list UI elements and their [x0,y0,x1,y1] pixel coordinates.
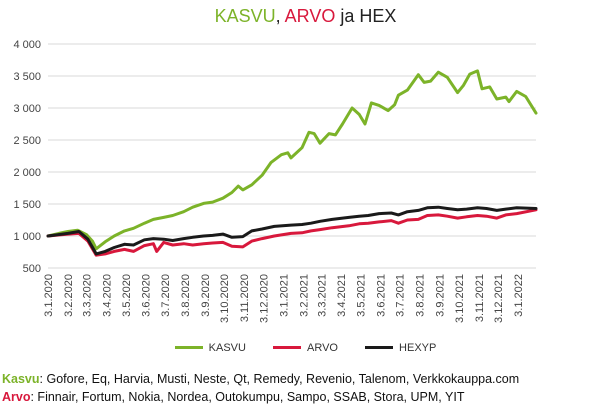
x-tick-label: 3.7.2021 [395,274,407,317]
legend-swatch-hexyp [365,346,394,349]
y-tick-label: 500 [23,263,41,275]
y-tick-label: 3 500 [13,71,41,83]
title-part-arvo: ARVO [284,6,336,26]
x-tick-label: 3.8.2021 [415,274,427,317]
chart-title: KASVU, ARVO ja HEX [0,6,611,27]
x-tick-label: 3.3.2021 [316,274,328,317]
series-line-arvo [46,208,538,257]
x-tick-label: 3.4.2021 [336,274,348,317]
x-tick-label: 3.11.2020 [239,274,251,322]
chart-legend: KASVU ARVO HEXYP [0,340,611,354]
y-tick-label: 1 500 [13,199,41,211]
legend-swatch-kasvu [174,346,203,349]
y-tick-label: 2 000 [13,167,41,179]
x-tick-label: 3.12.2021 [493,274,505,323]
footnote-arvo: Arvo: Finnair, Fortum, Nokia, Nordea, Ou… [2,388,608,406]
x-tick-label: 3.12.2020 [258,274,270,323]
line-chart: 500 1 000 1 500 2 000 2 500 3 000 3 500 4 000 3.… [13,39,538,323]
footnotes: Kasvu: Gofore, Eq, Harvia, Musti, Neste,… [2,370,608,406]
x-tick-label: 3.1.2022 [513,274,525,317]
legend-swatch-arvo [273,346,301,349]
x-tick-label: 3.1.2021 [278,274,290,317]
x-tick-label: 3.9.2020 [200,274,212,317]
footnote-kasvu-text: : Gofore, Eq, Harvia, Musti, Neste, Qt, … [39,372,520,386]
footnote-arvo-text: : Finnair, Fortum, Nokia, Nordea, Outoku… [30,390,465,404]
legend-label-arvo: ARVO [307,341,338,354]
x-tick-label: 3.2.2021 [298,274,310,317]
x-tick-label: 3.10.2021 [454,274,466,323]
y-tick-label: 1 000 [13,231,41,243]
series-line-kasvu [46,69,538,251]
x-tick-label: 3.10.2020 [219,274,231,323]
x-tick-label: 3.6.2020 [141,274,153,317]
title-part-comma: , [275,6,285,26]
legend-item-hexyp: HEXYP [365,342,436,354]
y-tick-label: 3 000 [13,103,41,115]
y-tick-label: 4 000 [13,39,41,51]
footnote-arvo-label: Arvo [2,390,31,404]
x-tick-label: 3.8.2020 [180,274,192,317]
series-line-hexyp [46,205,538,256]
title-part-hex: ja HEX [335,6,397,26]
y-tick-label: 2 500 [13,135,41,147]
x-tick-label: 3.3.2020 [82,274,94,317]
x-tick-label: 3.11.2021 [474,274,486,322]
x-tick-label: 3.1.2020 [43,274,55,317]
x-tick-label: 3.5.2021 [355,274,367,317]
x-tick-label: 3.2.2020 [63,274,75,317]
x-tick-label: 3.4.2020 [102,274,114,317]
x-tick-label: 3.7.2020 [160,274,172,317]
title-part-kasvu: KASVU [214,6,276,26]
legend-item-kasvu: KASVU [174,341,246,354]
x-tick-label: 3.9.2021 [435,274,447,317]
footnote-kasvu-label: Kasvu [2,372,40,386]
x-tick-label: 3.6.2021 [375,274,387,317]
x-tick-label: 3.5.2020 [121,274,133,317]
legend-label-kasvu: KASVU [208,341,246,354]
legend-item-arvo: ARVO [273,342,338,354]
legend-label-hexyp: HEXYP [399,341,437,354]
footnote-kasvu: Kasvu: Gofore, Eq, Harvia, Musti, Neste,… [2,370,608,388]
